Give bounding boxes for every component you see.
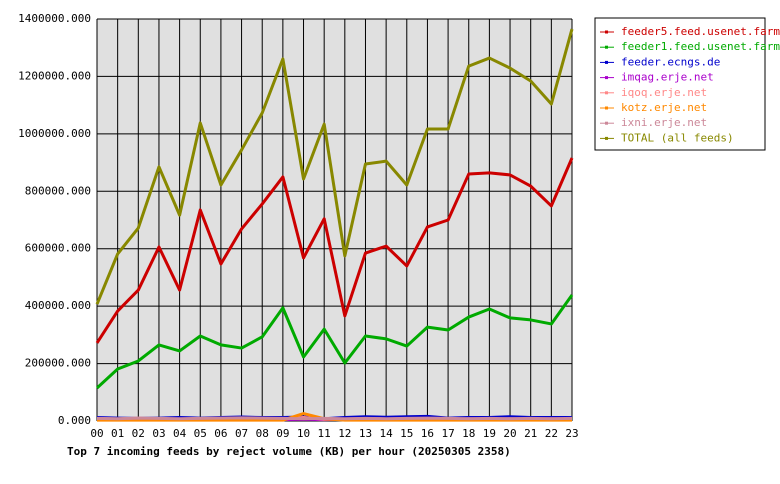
x-tick-label: 23 xyxy=(565,427,578,440)
x-tick-label: 16 xyxy=(421,427,434,440)
x-tick-label: 11 xyxy=(318,427,331,440)
legend-label: feeder.ecngs.de xyxy=(621,55,720,68)
y-tick-label: 800000.000 xyxy=(25,184,91,197)
y-tick-label: 1200000.000 xyxy=(18,69,91,82)
y-tick-label: 600000.000 xyxy=(25,242,91,255)
plot-area xyxy=(97,19,572,421)
x-tick-label: 01 xyxy=(111,427,124,440)
y-tick-label: 0.000 xyxy=(58,414,91,427)
legend-label: feeder5.feed.usenet.farm xyxy=(621,25,780,38)
legend-dot xyxy=(605,76,608,79)
x-tick-label: 17 xyxy=(441,427,454,440)
x-tick-label: 13 xyxy=(359,427,372,440)
x-tick-label: 20 xyxy=(503,427,516,440)
x-tick-label: 07 xyxy=(235,427,248,440)
legend-dot xyxy=(605,107,608,110)
legend-dot xyxy=(605,31,608,34)
x-tick-label: 22 xyxy=(545,427,558,440)
x-tick-label: 14 xyxy=(380,427,394,440)
x-tick-label: 05 xyxy=(194,427,207,440)
x-tick-label: 03 xyxy=(152,427,165,440)
x-tick-label: 02 xyxy=(132,427,145,440)
x-tick-label: 21 xyxy=(524,427,537,440)
x-tick-label: 12 xyxy=(338,427,351,440)
x-tick-label: 08 xyxy=(256,427,269,440)
legend-label: TOTAL (all feeds) xyxy=(621,131,734,144)
y-tick-label: 200000.000 xyxy=(25,357,91,370)
legend-dot xyxy=(605,137,608,140)
legend-label: imqag.erje.net xyxy=(621,71,714,84)
legend-dot xyxy=(605,91,608,94)
legend-dot xyxy=(605,122,608,125)
y-tick-label: 1400000.000 xyxy=(18,12,91,25)
legend-dot xyxy=(605,61,608,64)
x-tick-label: 15 xyxy=(400,427,413,440)
x-tick-label: 19 xyxy=(483,427,496,440)
x-tick-label: 10 xyxy=(297,427,310,440)
series-line xyxy=(97,418,572,419)
x-tick-label: 06 xyxy=(214,427,227,440)
chart-title: Top 7 incoming feeds by reject volume (K… xyxy=(67,445,511,458)
legend-label: ixni.erje.net xyxy=(621,116,707,129)
legend-dot xyxy=(605,46,608,49)
legend-label: kotz.erje.net xyxy=(621,101,707,114)
legend-label: iqoq.erje.net xyxy=(621,86,707,99)
legend-label: feeder1.feed.usenet.farm xyxy=(621,40,780,53)
x-tick-label: 09 xyxy=(276,427,289,440)
y-tick-label: 400000.000 xyxy=(25,299,91,312)
x-tick-label: 04 xyxy=(173,427,187,440)
x-tick-label: 18 xyxy=(462,427,475,440)
x-tick-label: 00 xyxy=(90,427,103,440)
y-tick-label: 1000000.000 xyxy=(18,127,91,140)
